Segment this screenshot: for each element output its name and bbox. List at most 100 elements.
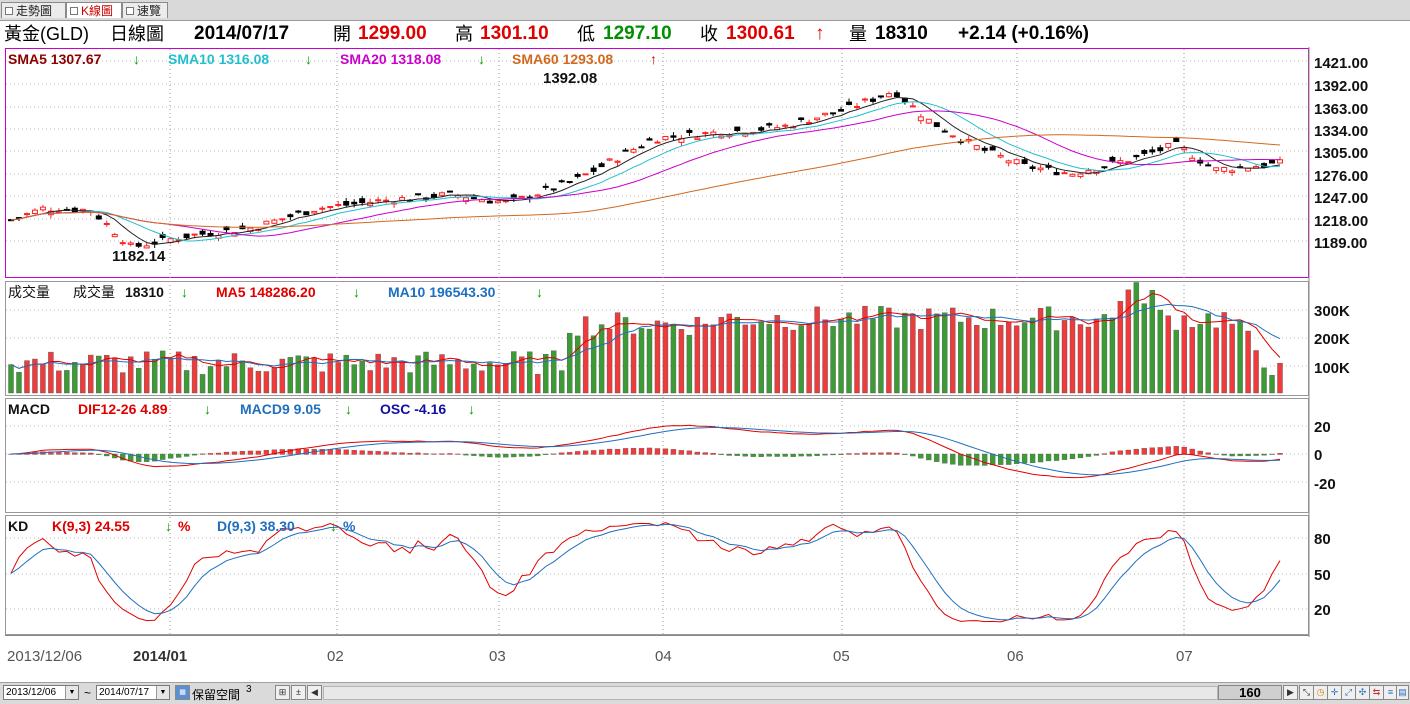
volume-bar (104, 354, 110, 394)
volume-bar (1173, 329, 1179, 394)
vol-ma5-legend: MA5 148286.20 (216, 284, 316, 300)
candle-body (1213, 167, 1220, 171)
candle-body (95, 215, 102, 220)
osc-bar (1037, 453, 1044, 463)
osc-bar (215, 452, 222, 455)
volume-bar (566, 332, 573, 394)
x-axis-label: 04 (655, 648, 672, 665)
osc-bar (335, 449, 341, 455)
candle-body (534, 194, 541, 197)
volume-bar (854, 323, 860, 394)
clock-icon[interactable]: ◷ (1313, 685, 1328, 700)
macd-tick: -20 (1314, 476, 1336, 493)
macd-tick: 0 (1314, 447, 1322, 464)
start-date-select[interactable]: 2013/12/06 ▼ (3, 685, 79, 700)
volume-bar (989, 308, 996, 394)
print-icon[interactable]: ▤ (1396, 685, 1409, 700)
reserve-space-value[interactable]: 3 (246, 684, 252, 695)
osc-bar (918, 453, 924, 459)
candle-body (1069, 173, 1076, 177)
osc-bar (543, 453, 549, 455)
volume-bar (423, 351, 429, 394)
sma5-line (10, 96, 1281, 245)
volume-bar (40, 364, 46, 394)
tab-kline[interactable]: K線圖 (66, 2, 122, 18)
compare-icon[interactable]: ⇆ (1369, 685, 1384, 700)
osc-bar (247, 450, 254, 455)
volume-bar (303, 356, 310, 394)
price-tick: 1247.00 (1314, 190, 1368, 207)
scroll-right-icon[interactable]: ▶ (1283, 685, 1298, 700)
zoom-icon[interactable]: ⤡ (1299, 685, 1314, 700)
volume-bar (670, 323, 677, 394)
crosshair-icon[interactable]: ✛ (1327, 685, 1342, 700)
candle-body (734, 126, 741, 132)
volume-bar (750, 324, 756, 394)
expand-icon[interactable]: ✣ (1355, 685, 1370, 700)
volume-legend-label: 成交量 (73, 284, 115, 300)
volume-bar (894, 327, 900, 394)
volume-bar (487, 362, 493, 394)
sma60-line (10, 134, 1281, 228)
osc-bar (990, 453, 996, 466)
volume-bar (247, 367, 254, 394)
volume-bar (431, 364, 437, 394)
candle-body (207, 232, 214, 237)
kline-chart[interactable]: 1421.00 1392.00 1363.00 1334.00 1305.00 … (0, 47, 1410, 682)
scrollbar-thumb[interactable]: 160 (1218, 685, 1282, 700)
candle-body (838, 109, 845, 112)
volume-bar (974, 324, 980, 394)
sma10-line (10, 101, 1281, 242)
candle-body (542, 185, 549, 188)
osc-bar (638, 448, 645, 455)
volume-bar (191, 356, 198, 394)
x-axis-label: 05 (833, 648, 850, 665)
end-date-select[interactable]: 2014/07/17 ▼ (96, 685, 170, 700)
candle-body (822, 112, 829, 116)
osc-bar (167, 453, 174, 459)
calendar-icon[interactable]: ▦ (175, 685, 190, 700)
volume-bar (1229, 323, 1235, 394)
volume-bar (159, 350, 166, 394)
candle-body (1101, 166, 1108, 169)
macd9-legend: MACD9 9.05 (240, 401, 321, 417)
scroll-left-icon[interactable]: ◀ (307, 685, 322, 700)
candle-body (1205, 164, 1212, 167)
chart-type: 日線圖 (110, 24, 164, 44)
candle-body (31, 209, 38, 214)
candle-body (662, 136, 669, 141)
candle-body (486, 200, 493, 204)
d-percent: % (343, 518, 356, 534)
grid-toggle-icon[interactable]: ⊞ (275, 685, 290, 700)
osc-bar (806, 453, 812, 457)
volume-bar (686, 334, 693, 394)
tab-quickview[interactable]: 速覽 (122, 2, 168, 18)
osc-bar (678, 450, 685, 455)
volume-bar (287, 357, 294, 394)
candle-body (23, 213, 30, 216)
volume-bar (128, 356, 134, 394)
tab-trend[interactable]: 走勢圖 (1, 2, 66, 18)
osc-bar (1141, 448, 1147, 455)
candle-body (1029, 166, 1036, 170)
osc-bar (758, 453, 764, 457)
osc-bar (886, 452, 892, 455)
zoom-in-icon[interactable]: ± (291, 685, 306, 700)
candle-body (311, 210, 318, 214)
scrollbar-track[interactable] (323, 686, 1218, 700)
volume-bar (997, 324, 1004, 394)
volume-bar (271, 367, 278, 394)
period-high-label: 1392.08 (543, 70, 597, 87)
osc-bar (239, 451, 246, 455)
osc-bar (1253, 453, 1259, 456)
candle-body (686, 129, 693, 133)
osc-bar (870, 452, 876, 455)
osc-bar (527, 453, 533, 457)
fit-icon[interactable]: ⤢ (1341, 685, 1356, 700)
down-arrow-icon: ↓ (305, 51, 312, 67)
candle-body (989, 146, 996, 151)
tab-label: 速覽 (137, 4, 162, 18)
osc-bar (271, 449, 278, 455)
volume-bar (495, 364, 501, 394)
osc-bar (846, 453, 852, 455)
